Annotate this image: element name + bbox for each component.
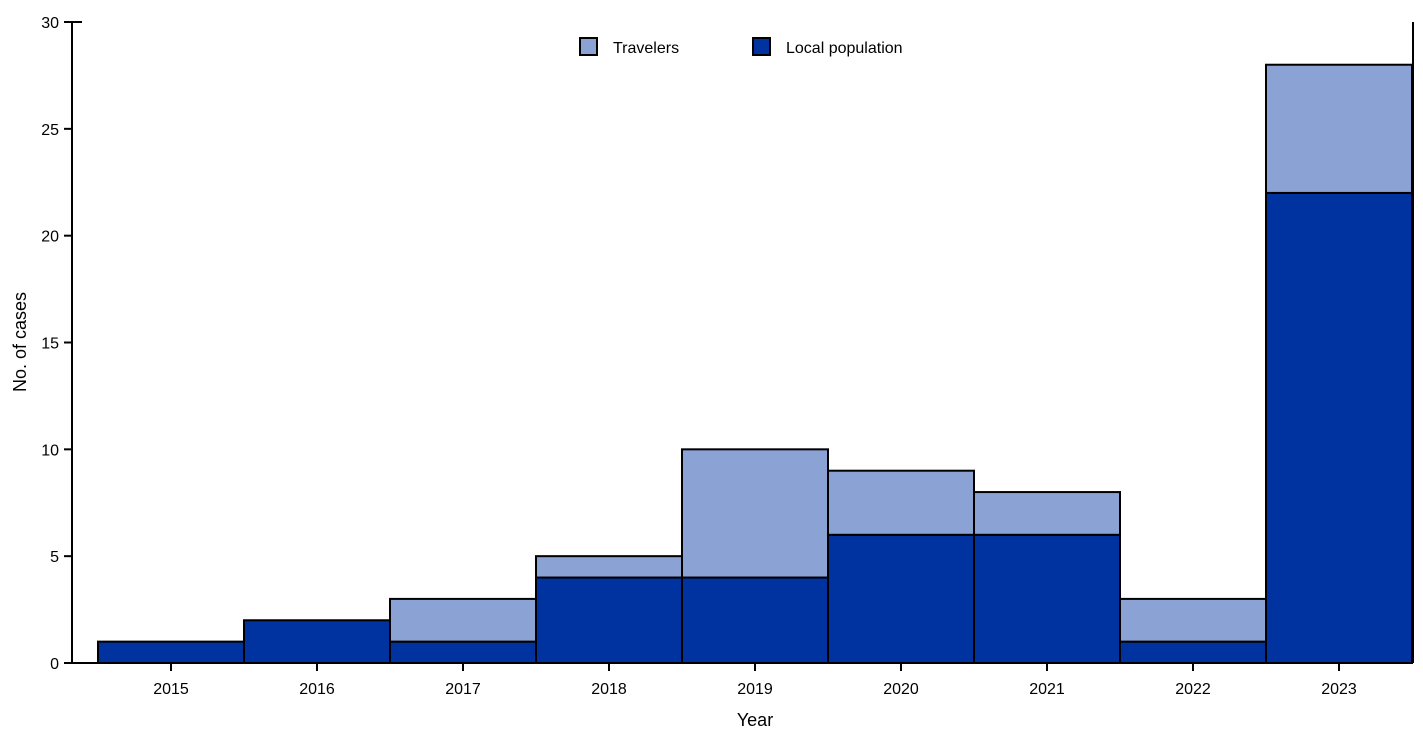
legend-label-local-population: Local population	[786, 40, 903, 57]
x-tick-label: 2015	[153, 681, 189, 698]
y-tick-label: 25	[41, 122, 59, 139]
y-tick-label: 10	[41, 442, 59, 459]
x-tick-label: 2022	[1175, 681, 1211, 698]
x-tick-label: 2017	[445, 681, 481, 698]
x-axis-title: Year	[737, 710, 773, 729]
bar-local-population-2023	[1265, 191, 1413, 665]
x-tick-label: 2019	[737, 681, 773, 698]
legend-label-travelers: Travelers	[613, 40, 679, 57]
bar-local-population-2021	[973, 533, 1121, 664]
bar-local-population-2017	[389, 640, 537, 665]
x-tick-label: 2018	[591, 681, 627, 698]
y-tick-label: 0	[50, 656, 59, 673]
x-tick-label: 2020	[883, 681, 919, 698]
y-tick-label: 20	[41, 229, 59, 246]
y-axis-title: No. of cases	[10, 292, 30, 392]
y-tick-label: 30	[41, 15, 59, 32]
bar-travelers-2020	[827, 469, 975, 536]
x-ticks-group: 2015 2016 2017 2018 2019 2020 2021 2022 2023	[153, 663, 1357, 698]
x-tick-label: 2016	[299, 681, 335, 698]
bar-travelers-2017	[389, 597, 537, 643]
y-tick-label: 5	[50, 549, 59, 566]
y-ticks-group: 0 5 10 15 20 25 30	[41, 15, 72, 673]
legend: Travelers Local population	[579, 37, 903, 57]
x-tick-label: 2021	[1029, 681, 1065, 698]
bar-travelers-2021	[973, 491, 1121, 536]
bar-local-population-2019	[681, 576, 829, 664]
bar-travelers-2019	[681, 448, 829, 579]
bars-group	[97, 63, 1413, 665]
bar-local-population-2016	[243, 619, 391, 664]
x-tick-label: 2023	[1321, 681, 1357, 698]
bar-travelers-2023	[1265, 63, 1413, 194]
y-tick-label: 15	[41, 336, 59, 353]
bar-local-population-2020	[827, 533, 975, 664]
bar-travelers-2018	[535, 555, 683, 579]
bar-local-population-2015	[97, 640, 245, 665]
legend-swatch-travelers	[579, 37, 598, 56]
bar-local-population-2022	[1119, 640, 1267, 665]
legend-swatch-local-population	[752, 37, 771, 56]
bar-travelers-2022	[1119, 597, 1267, 643]
bar-local-population-2018	[535, 576, 683, 664]
